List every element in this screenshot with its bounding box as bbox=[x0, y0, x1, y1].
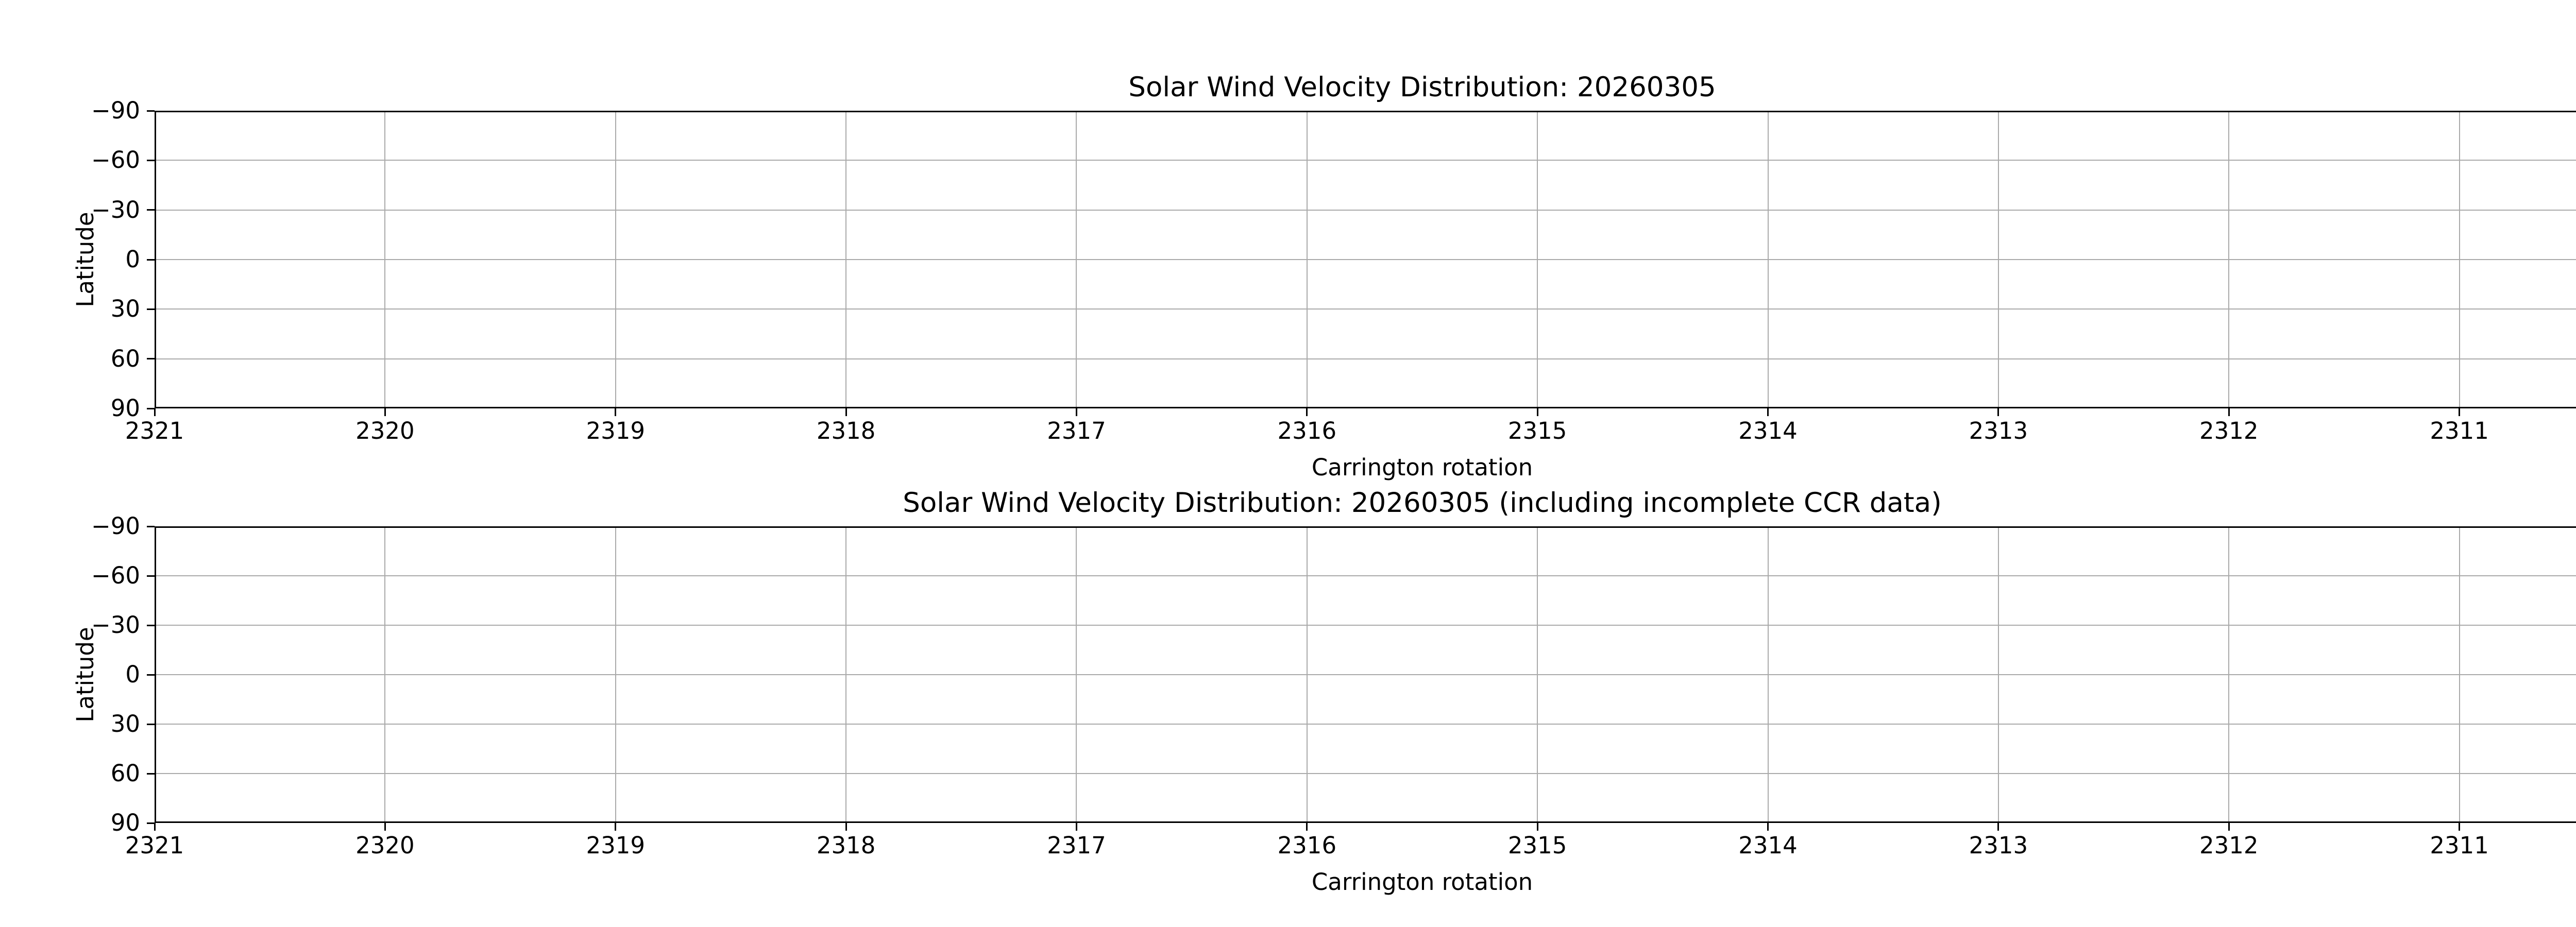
x-tick bbox=[384, 823, 386, 831]
x-tick-label: 2317 bbox=[1047, 832, 1106, 859]
y-gridline bbox=[155, 773, 2576, 774]
y-gridline bbox=[155, 308, 2576, 310]
x-tick bbox=[154, 408, 156, 416]
x-tick-label: 2318 bbox=[816, 417, 876, 444]
x-tick bbox=[1306, 823, 1308, 831]
x-tick-label: 2319 bbox=[586, 832, 645, 859]
x-tick-label: 2319 bbox=[586, 417, 645, 444]
top-panel-frame bbox=[155, 111, 2576, 408]
x-tick bbox=[615, 823, 617, 831]
y-tick bbox=[147, 110, 155, 112]
y-tick bbox=[147, 209, 155, 211]
y-tick-label: −90 bbox=[91, 512, 140, 540]
y-tick bbox=[147, 259, 155, 261]
x-tick bbox=[1075, 408, 1077, 416]
y-tick-label: −30 bbox=[91, 611, 140, 639]
x-tick-label: 2320 bbox=[355, 832, 415, 859]
x-tick bbox=[1997, 408, 1999, 416]
x-tick-label: 2321 bbox=[125, 417, 184, 444]
x-tick-label: 2317 bbox=[1047, 417, 1106, 444]
y-tick-label: −60 bbox=[91, 562, 140, 589]
y-tick bbox=[147, 624, 155, 626]
x-tick bbox=[384, 408, 386, 416]
y-gridline bbox=[155, 625, 2576, 626]
x-tick bbox=[845, 408, 847, 416]
y-tick bbox=[147, 723, 155, 725]
x-tick-label: 2320 bbox=[355, 417, 415, 444]
x-tick-label: 2315 bbox=[1507, 417, 1567, 444]
y-tick bbox=[147, 407, 155, 409]
x-tick-label: 2316 bbox=[1277, 832, 1337, 859]
x-tick bbox=[1536, 408, 1538, 416]
y-gridline bbox=[155, 724, 2576, 725]
y-tick-label: 0 bbox=[125, 661, 140, 688]
y-tick bbox=[147, 674, 155, 676]
x-tick-label: 2312 bbox=[2199, 832, 2259, 859]
y-tick bbox=[147, 358, 155, 360]
y-gridline bbox=[155, 575, 2576, 576]
y-gridline bbox=[155, 674, 2576, 675]
y-tick-label: −60 bbox=[91, 146, 140, 174]
y-tick-label: 60 bbox=[110, 760, 140, 787]
x-tick-label: 2313 bbox=[1969, 417, 2028, 444]
x-tick bbox=[615, 408, 617, 416]
y-tick-label: 30 bbox=[110, 295, 140, 323]
x-tick-label: 2312 bbox=[2199, 417, 2259, 444]
y-tick-label: 60 bbox=[110, 345, 140, 372]
x-tick-label: 2316 bbox=[1277, 417, 1337, 444]
y-gridline bbox=[155, 160, 2576, 161]
x-tick bbox=[2459, 408, 2461, 416]
bottom-panel-frame bbox=[155, 526, 2576, 823]
x-tick bbox=[1997, 823, 1999, 831]
x-tick bbox=[1536, 823, 1538, 831]
top-panel-x-axis-label: Carrington rotation bbox=[1311, 454, 1533, 481]
x-tick-label: 2311 bbox=[2430, 417, 2489, 444]
x-tick-label: 2314 bbox=[1738, 832, 1798, 859]
x-tick bbox=[845, 823, 847, 831]
y-tick-label: −30 bbox=[91, 196, 140, 224]
bottom-panel-title: Solar Wind Velocity Distribution: 202603… bbox=[903, 487, 1942, 519]
top-panel-title: Solar Wind Velocity Distribution: 202603… bbox=[1128, 72, 1716, 103]
y-gridline bbox=[155, 209, 2576, 211]
x-tick bbox=[2459, 823, 2461, 831]
x-tick-label: 2313 bbox=[1969, 832, 2028, 859]
x-tick-label: 2311 bbox=[2430, 832, 2489, 859]
y-tick-label: 90 bbox=[110, 394, 140, 422]
x-tick-label: 2321 bbox=[125, 832, 184, 859]
x-tick bbox=[1767, 823, 1769, 831]
x-tick bbox=[1306, 408, 1308, 416]
y-tick-label: 90 bbox=[110, 809, 140, 836]
y-tick-label: 0 bbox=[125, 246, 140, 273]
y-gridline bbox=[155, 358, 2576, 359]
x-tick-label: 2318 bbox=[816, 832, 876, 859]
x-tick bbox=[2228, 823, 2230, 831]
y-tick bbox=[147, 525, 155, 527]
x-tick-label: 2315 bbox=[1507, 832, 1567, 859]
y-tick bbox=[147, 772, 155, 775]
x-tick bbox=[1767, 408, 1769, 416]
y-tick bbox=[147, 575, 155, 577]
y-tick-label: 30 bbox=[110, 710, 140, 737]
y-tick-label: −90 bbox=[91, 97, 140, 124]
x-tick bbox=[154, 823, 156, 831]
y-gridline bbox=[155, 259, 2576, 260]
y-tick bbox=[147, 308, 155, 310]
y-tick bbox=[147, 822, 155, 824]
x-tick bbox=[1075, 823, 1077, 831]
x-tick-label: 2314 bbox=[1738, 417, 1798, 444]
bottom-panel-x-axis-label: Carrington rotation bbox=[1311, 868, 1533, 896]
y-tick bbox=[147, 159, 155, 161]
x-tick bbox=[2228, 408, 2230, 416]
